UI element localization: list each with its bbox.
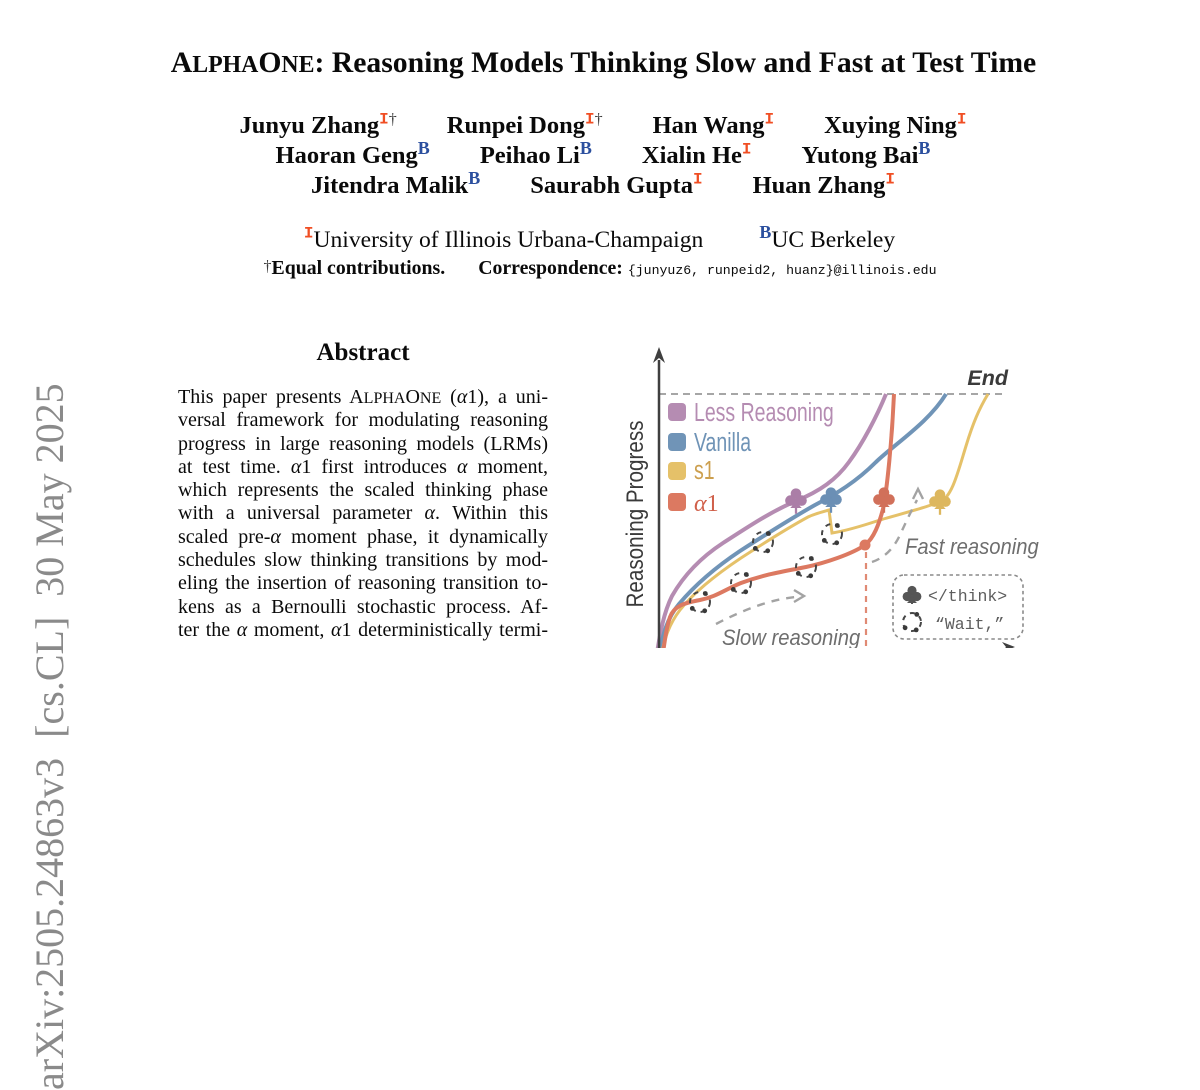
- svg-text:Less Reasoning: Less Reasoning: [694, 397, 834, 426]
- svg-text:Slow reasoning: Slow reasoning: [722, 626, 861, 648]
- svg-text:Fast reasoning: Fast reasoning: [905, 535, 1039, 559]
- svg-text:Vanilla: Vanilla: [694, 427, 751, 456]
- svg-text:s1: s1: [694, 455, 715, 484]
- svg-text:</think>: </think>: [928, 587, 1007, 606]
- svg-text:End: End: [967, 366, 1008, 390]
- svg-text:“Wait,”: “Wait,”: [935, 615, 1004, 634]
- svg-text:α1: α1: [694, 491, 719, 517]
- svg-text:Reasoning Progress: Reasoning Progress: [622, 421, 649, 608]
